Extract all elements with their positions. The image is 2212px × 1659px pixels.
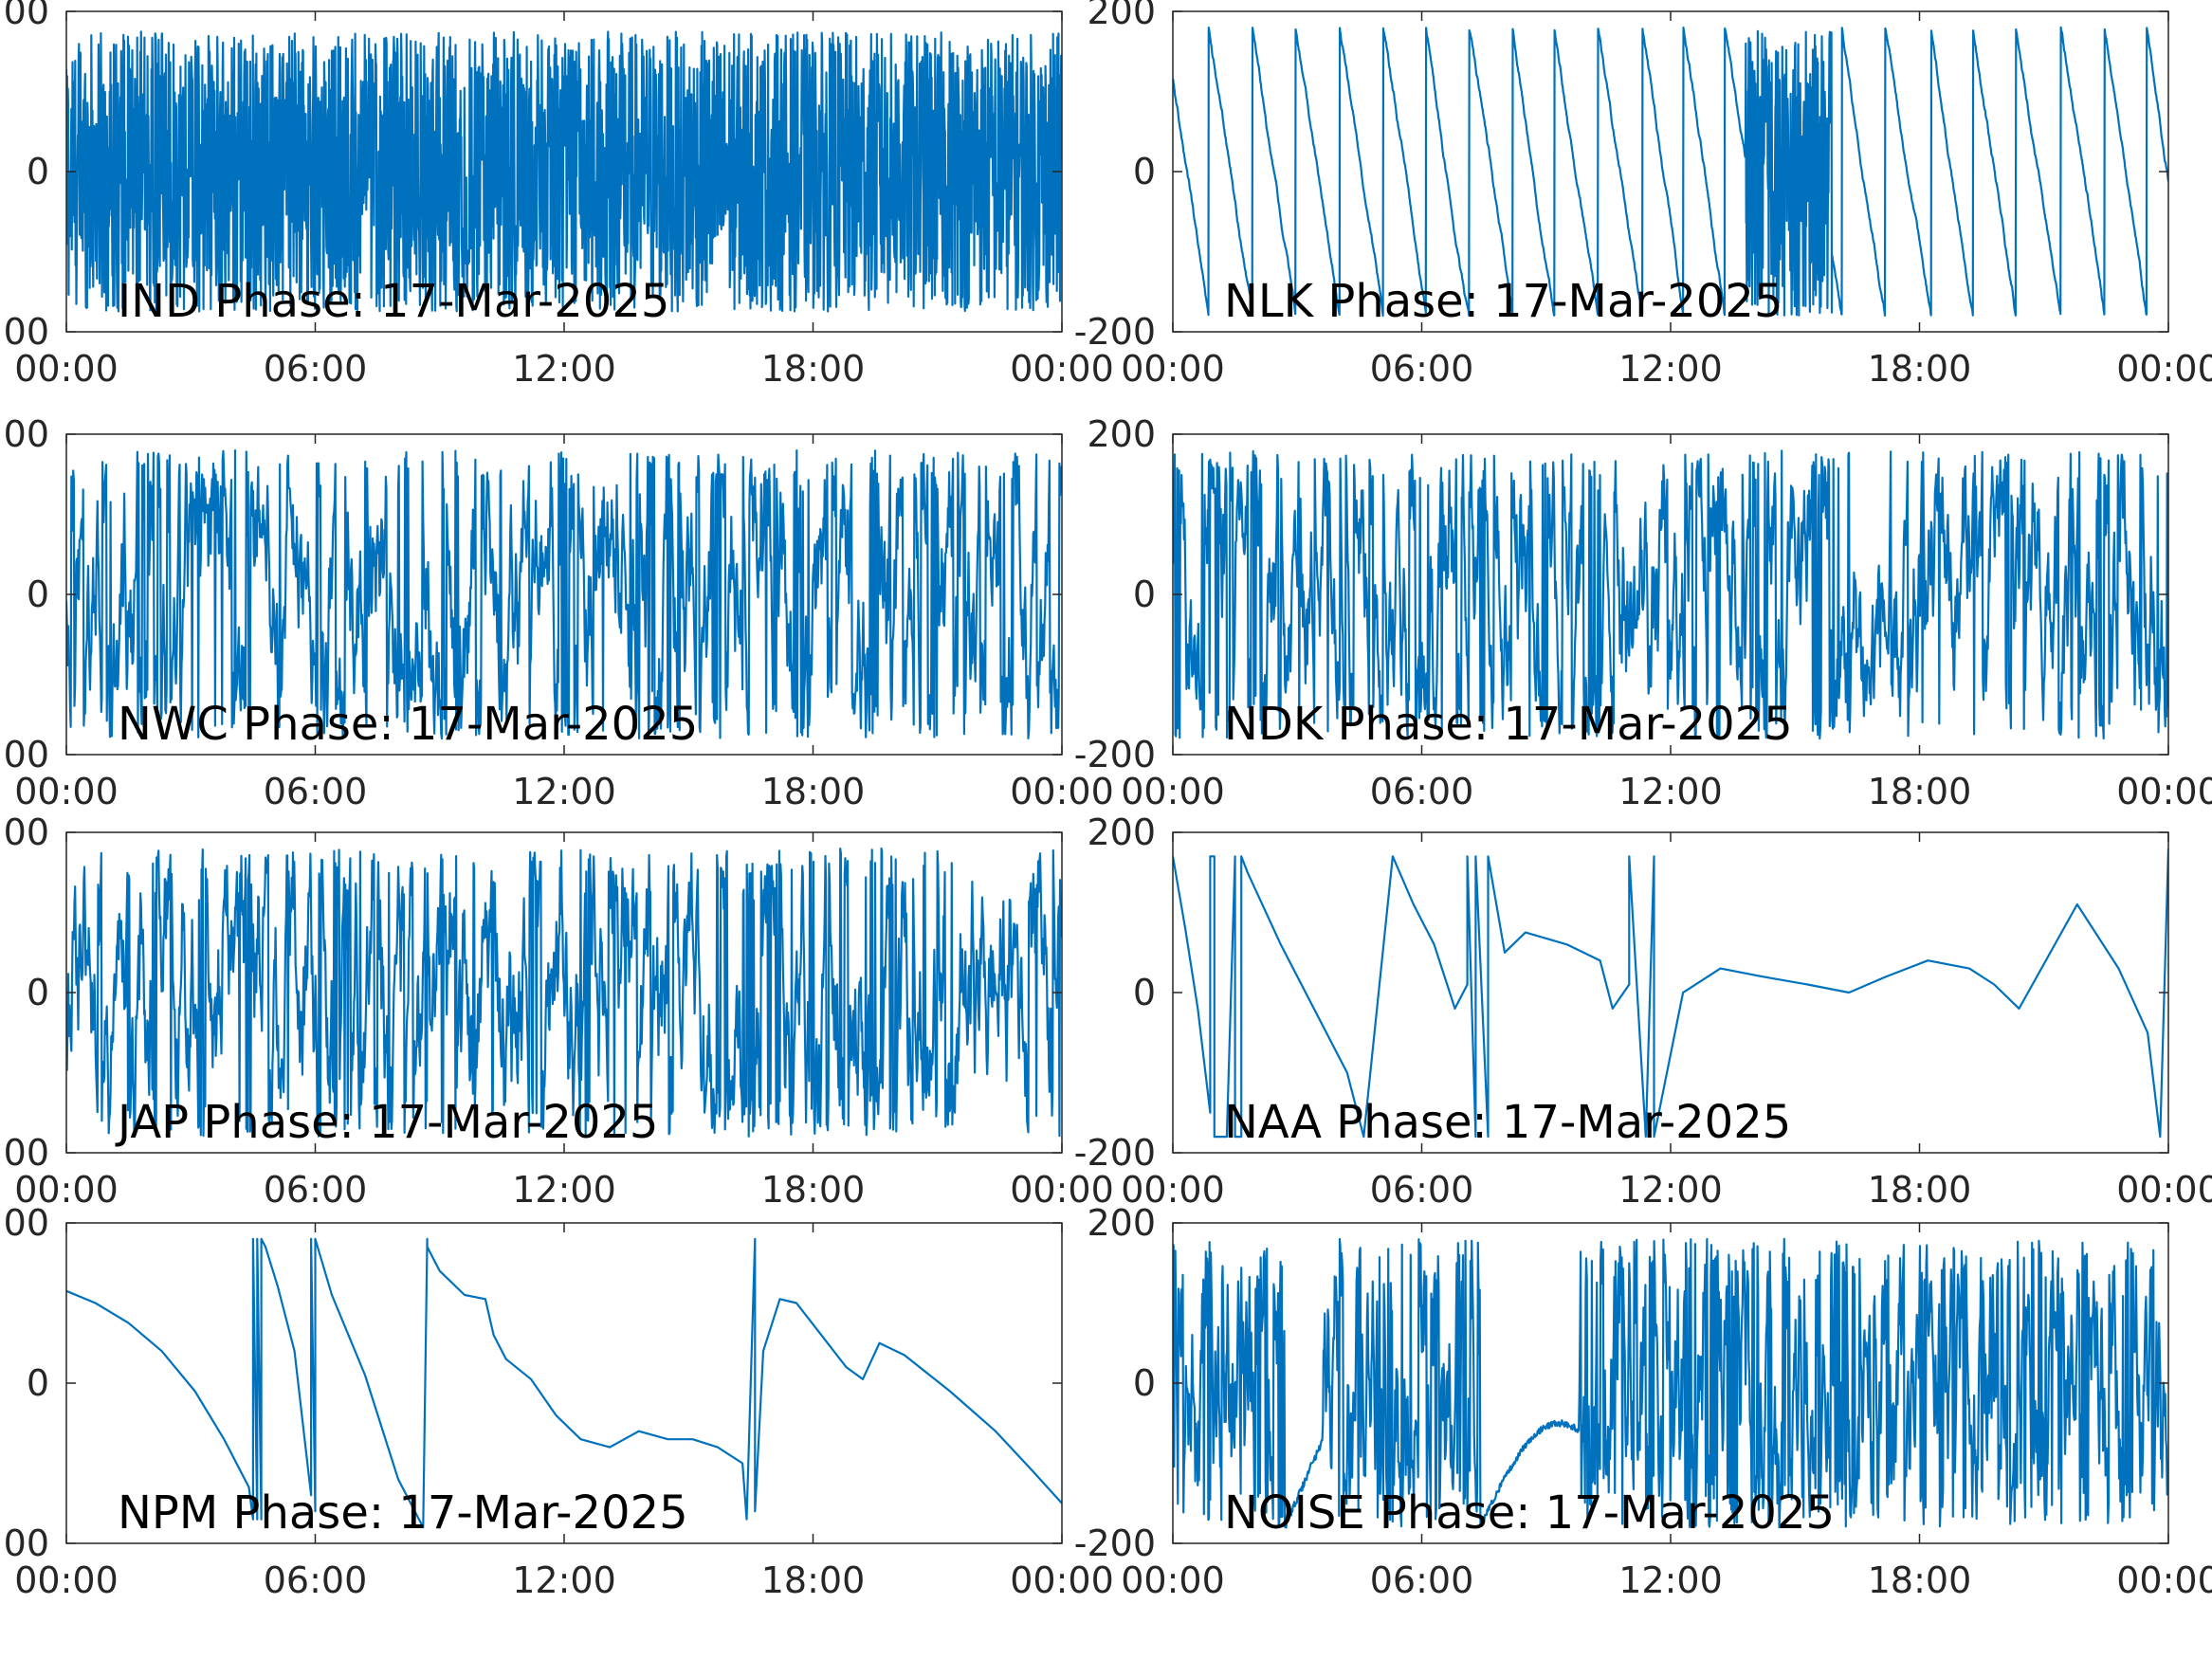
ndk-x-tick-label: 18:00 <box>1868 771 1972 812</box>
ndk-panel-title: NDK Phase: 17-Mar-2025 <box>1224 698 1793 751</box>
ind-y-tick-label: 200 <box>0 0 49 32</box>
ndk-y-tick-label: 0 <box>1133 574 1156 615</box>
noise-panel-title: NOISE Phase: 17-Mar-2025 <box>1224 1486 1835 1540</box>
ind-series-line <box>66 30 1062 313</box>
npm-panel-title: NPM Phase: 17-Mar-2025 <box>118 1486 688 1540</box>
nlk-x-tick-label: 18:00 <box>1868 348 1972 390</box>
naa-x-tick-label: 18:00 <box>1868 1169 1972 1211</box>
npm-x-tick-label: 00:00 <box>14 1559 119 1601</box>
nwc-y-tick-label: -200 <box>0 734 49 775</box>
jap-series-line <box>66 847 1062 1138</box>
naa-x-tick-label: 00:00 <box>1121 1169 1225 1211</box>
ndk-x-tick-label: 00:00 <box>1121 771 1225 812</box>
noise-x-tick-label: 06:00 <box>1370 1559 1474 1601</box>
nwc-x-tick-label: 00:00 <box>14 771 119 812</box>
nlk-y-tick-label: 0 <box>1133 151 1156 192</box>
naa-y-tick-label: 0 <box>1133 972 1156 1013</box>
noise-y-tick-label: 200 <box>1087 1202 1156 1244</box>
ind-x-tick-label: 00:00 <box>14 348 119 390</box>
nwc-panel-title: NWC Phase: 17-Mar-2025 <box>118 698 698 751</box>
ndk-x-tick-label: 12:00 <box>1618 771 1723 812</box>
noise-x-tick-label: 00:00 <box>1121 1559 1225 1601</box>
nlk-y-tick-label: 200 <box>1087 0 1156 32</box>
npm-x-tick-label: 18:00 <box>761 1559 866 1601</box>
npm-series-line <box>66 1237 1062 1529</box>
nlk-x-tick-label: 06:00 <box>1370 348 1474 390</box>
npm-x-tick-label: 06:00 <box>264 1559 368 1601</box>
panel-jap-phase: 00:00 06:00 12:00 18:00 00:00 200 0 -200 JAP Pha… <box>0 811 1114 1211</box>
npm-y-tick-label: -200 <box>0 1522 49 1564</box>
nwc-x-tick-label: 18:00 <box>761 771 866 812</box>
npm-y-tick-label: 200 <box>0 1202 49 1244</box>
ind-x-tick-label: 06:00 <box>264 348 368 390</box>
nlk-series-line <box>1173 26 2168 318</box>
ind-x-tick-label: 18:00 <box>761 348 866 390</box>
naa-x-tick-label: 12:00 <box>1618 1169 1723 1211</box>
npm-x-tick-label: 00:00 <box>1010 1559 1114 1601</box>
npm-y-tick-label: 0 <box>27 1362 49 1404</box>
naa-y-tick-label: -200 <box>1074 1132 1156 1174</box>
nlk-x-tick-label: 12:00 <box>1618 348 1723 390</box>
nlk-y-tick-label: -200 <box>1074 311 1156 353</box>
noise-y-tick-label: 0 <box>1133 1362 1156 1404</box>
nwc-x-tick-label: 12:00 <box>512 771 616 812</box>
nlk-x-tick-label: 00:00 <box>1121 348 1225 390</box>
panel-nwc-phase: 00:00 06:00 12:00 18:00 00:00 200 0 -200 NWC Pha… <box>0 413 1114 812</box>
jap-y-tick-label: 200 <box>0 811 49 853</box>
panel-naa-phase: 00:00 06:00 12:00 18:00 00:00 200 0 -200 NAA Pha… <box>1074 811 2212 1211</box>
ind-panel-title: IND Phase: 17-Mar-2025 <box>118 275 669 328</box>
noise-y-tick-label: -200 <box>1074 1522 1156 1564</box>
panel-ndk-phase: 00:00 06:00 12:00 18:00 00:00 200 0 -200 NDK Pha… <box>1074 413 2212 812</box>
nlk-x-tick-label: 00:00 <box>2116 348 2212 390</box>
nwc-y-tick-label: 200 <box>0 413 49 455</box>
nlk-panel-title: NLK Phase: 17-Mar-2025 <box>1224 275 1783 328</box>
ind-x-tick-label: 12:00 <box>512 348 616 390</box>
panel-ind-phase: 00:00 06:00 12:00 18:00 00:00 200 0 -200 IND Pha… <box>0 0 1114 390</box>
npm-x-tick-label: 12:00 <box>512 1559 616 1601</box>
noise-series-line <box>1173 1237 2168 1529</box>
nwc-series-line <box>66 449 1062 740</box>
ndk-y-tick-label: 200 <box>1087 413 1156 455</box>
jap-x-tick-label: 12:00 <box>512 1169 616 1211</box>
naa-x-tick-label: 00:00 <box>2116 1169 2212 1211</box>
noise-x-tick-label: 12:00 <box>1618 1559 1723 1601</box>
nwc-x-tick-label: 00:00 <box>1010 771 1114 812</box>
naa-y-tick-label: 200 <box>1087 811 1156 853</box>
jap-x-tick-label: 00:00 <box>14 1169 119 1211</box>
ind-x-tick-label: 00:00 <box>1010 348 1114 390</box>
noise-x-tick-label: 00:00 <box>2116 1559 2212 1601</box>
jap-panel-title: JAP Phase: 17-Mar-2025 <box>115 1096 658 1149</box>
nwc-y-tick-label: 0 <box>27 574 49 615</box>
naa-panel-title: NAA Phase: 17-Mar-2025 <box>1224 1096 1791 1149</box>
ind-y-tick-label: 0 <box>27 151 49 192</box>
ndk-y-tick-label: -200 <box>1074 734 1156 775</box>
panel-nlk-phase: 00:00 06:00 12:00 18:00 00:00 200 0 -200 NLK Pha… <box>1074 0 2212 390</box>
ndk-series-line <box>1173 449 2168 740</box>
ind-y-tick-label: -200 <box>0 311 49 353</box>
nwc-x-tick-label: 06:00 <box>264 771 368 812</box>
noise-x-tick-label: 18:00 <box>1868 1559 1972 1601</box>
naa-x-tick-label: 06:00 <box>1370 1169 1474 1211</box>
jap-x-tick-label: 06:00 <box>264 1169 368 1211</box>
jap-y-tick-label: -200 <box>0 1132 49 1174</box>
naa-series-line <box>1173 848 2168 1139</box>
panel-noise-phase: 00:00 06:00 12:00 18:00 00:00 200 0 -200 NOISE P… <box>1074 1202 2212 1601</box>
ndk-x-tick-label: 00:00 <box>2116 771 2212 812</box>
jap-x-tick-label: 18:00 <box>761 1169 866 1211</box>
jap-x-tick-label: 00:00 <box>1010 1169 1114 1211</box>
jap-y-tick-label: 0 <box>27 972 49 1013</box>
panel-npm-phase: 00:00 06:00 12:00 18:00 00:00 200 0 -200 NPM Pha… <box>0 1202 1114 1601</box>
ndk-x-tick-label: 06:00 <box>1370 771 1474 812</box>
